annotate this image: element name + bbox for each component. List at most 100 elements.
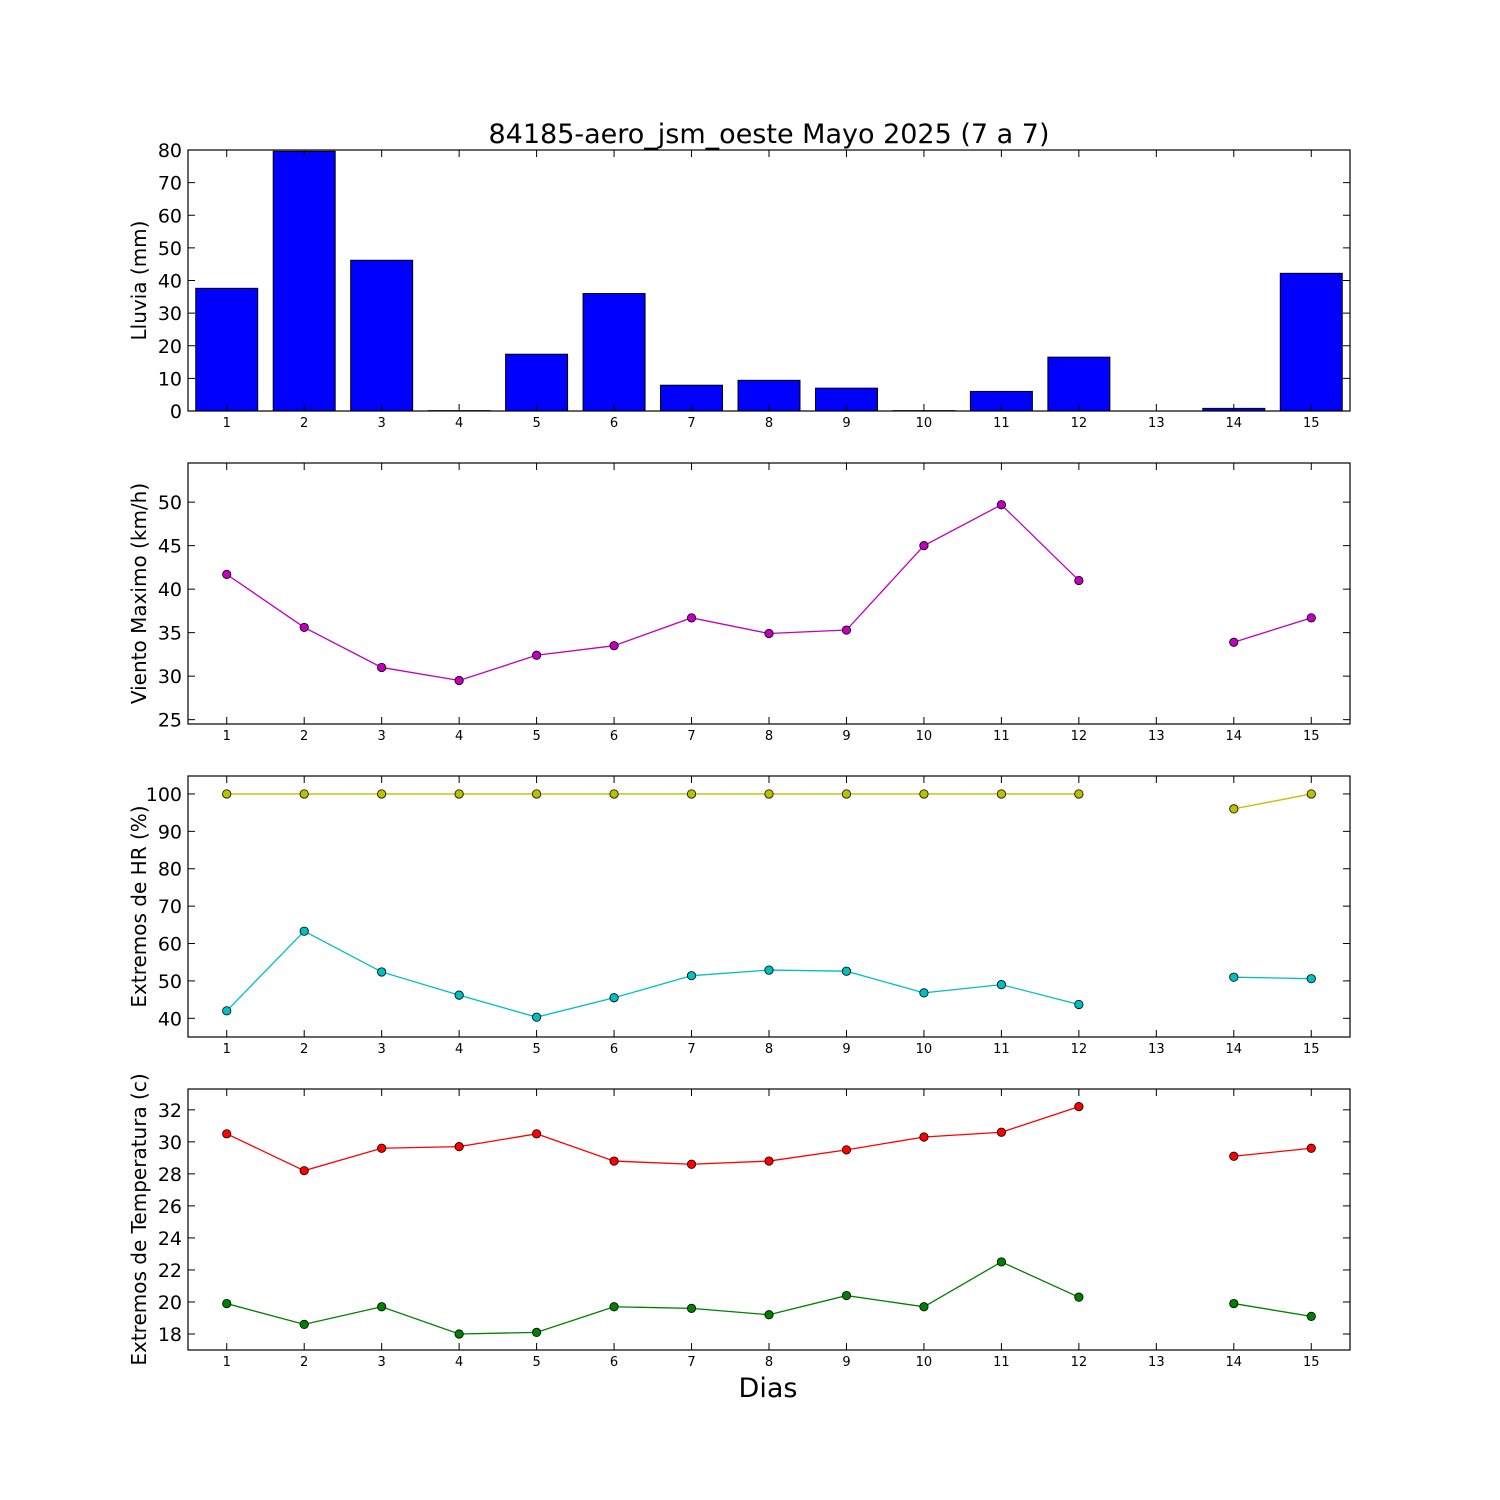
series-2-point-day-11 xyxy=(996,1257,1007,1267)
x-tick-label: 14 xyxy=(1226,729,1243,744)
x-tick-label: 10 xyxy=(916,729,933,744)
x-tick-label: 13 xyxy=(1148,729,1165,744)
x-tick-label: 12 xyxy=(1071,1042,1088,1057)
x-tick-label: 1 xyxy=(223,416,231,431)
series-1-point-day-10 xyxy=(919,789,929,799)
y-tick-label: 60 xyxy=(158,934,182,956)
x-tick-label: 11 xyxy=(993,416,1010,431)
series-1-point-day-15 xyxy=(1306,789,1316,799)
x-tick-label: 7 xyxy=(687,1042,695,1057)
series-1-point-day-5 xyxy=(531,1129,542,1139)
x-tick-label: 6 xyxy=(610,729,618,744)
x-tick-label: 9 xyxy=(842,1355,850,1370)
x-tick-label: 5 xyxy=(532,1355,540,1370)
series-2-point-day-15 xyxy=(1306,1311,1316,1321)
x-tick-label: 15 xyxy=(1303,729,1320,744)
x-tick-label: 3 xyxy=(378,416,386,431)
x-tick-label: 8 xyxy=(765,416,773,431)
y-tick-label: 60 xyxy=(158,205,182,227)
series-1-line-1 xyxy=(226,503,1080,682)
series-1-point-day-12 xyxy=(1074,789,1084,799)
series-1-point-day-5 xyxy=(531,650,542,660)
series-2-point-day-4 xyxy=(454,1329,464,1339)
series-1-point-day-11 xyxy=(996,1127,1007,1137)
series-1-point-day-6 xyxy=(609,1156,619,1166)
x-tick-label: 8 xyxy=(765,1355,773,1370)
series-2-point-day-6 xyxy=(609,993,619,1003)
series-1-point-day-14 xyxy=(1229,637,1239,647)
y-tick-label: 20 xyxy=(158,336,182,358)
series-1-point-day-14 xyxy=(1229,804,1239,814)
x-tick-label: 14 xyxy=(1226,1042,1243,1057)
x-tick-label: 13 xyxy=(1148,416,1165,431)
series-1-point-day-8 xyxy=(764,1156,774,1166)
x-tick-label: 9 xyxy=(842,1042,850,1057)
series-2-line-1 xyxy=(226,1261,1080,1335)
y-tick-label: 80 xyxy=(158,859,182,881)
y-axis-label: Lluvia (mm) xyxy=(127,221,151,341)
series-2-point-day-9 xyxy=(841,966,852,976)
series-1-point-day-7 xyxy=(686,789,697,799)
y-tick-label: 40 xyxy=(158,1008,182,1030)
series-1-point-day-4 xyxy=(454,675,464,686)
series-2-point-day-14 xyxy=(1229,1298,1239,1309)
series-2-point-day-5 xyxy=(531,1327,542,1337)
figure-title: 84185-aero_jsm_oeste Mayo 2025 (7 a 7) xyxy=(488,119,1049,150)
y-tick-label: 10 xyxy=(158,368,182,390)
series-2-point-day-9 xyxy=(841,1290,852,1301)
series-2-point-day-14 xyxy=(1229,972,1239,982)
y-tick-label: 30 xyxy=(158,666,182,688)
y-tick-label: 50 xyxy=(158,971,182,993)
y-tick-label: 45 xyxy=(158,536,182,558)
axes-frame xyxy=(187,462,1351,725)
x-tick-label: 5 xyxy=(532,729,540,744)
y-tick-label: 80 xyxy=(158,140,182,162)
series-1-point-day-5 xyxy=(531,789,542,799)
x-tick-label: 13 xyxy=(1148,1042,1165,1057)
x-tick-label: 10 xyxy=(916,1355,933,1370)
x-tick-label: 11 xyxy=(993,729,1010,744)
x-tick-label: 15 xyxy=(1303,1042,1320,1057)
x-tick-label: 4 xyxy=(455,1355,463,1370)
series-1-point-day-6 xyxy=(609,641,619,651)
series-1-point-day-2 xyxy=(299,622,309,633)
x-tick-label: 3 xyxy=(378,1042,386,1057)
x-tick-label: 15 xyxy=(1303,1355,1320,1370)
x-tick-label: 6 xyxy=(610,416,618,431)
series-2-line-2 xyxy=(1233,976,1312,980)
series-1-point-day-3 xyxy=(377,662,387,673)
bar-day-5 xyxy=(505,353,569,412)
series-1-point-day-4 xyxy=(454,1142,464,1152)
series-2-point-day-15 xyxy=(1306,974,1316,984)
axes-frame xyxy=(187,775,1351,1038)
series-1-point-day-11 xyxy=(996,500,1007,510)
x-tick-label: 2 xyxy=(300,1042,308,1057)
x-tick-label: 15 xyxy=(1303,416,1320,431)
x-tick-label: 1 xyxy=(223,1042,231,1057)
y-tick-label: 70 xyxy=(158,173,182,195)
series-2-point-day-1 xyxy=(222,1006,232,1016)
series-1-point-day-7 xyxy=(686,613,697,623)
x-tick-label: 6 xyxy=(610,1042,618,1057)
x-tick-label: 2 xyxy=(300,416,308,431)
x-tick-label: 14 xyxy=(1226,1355,1243,1370)
series-1-point-day-11 xyxy=(996,789,1007,799)
bar-day-6 xyxy=(582,293,646,412)
x-tick-label: 4 xyxy=(455,729,463,744)
x-tick-label: 9 xyxy=(842,416,850,431)
series-1-point-day-10 xyxy=(919,1132,929,1142)
bar-day-12 xyxy=(1047,356,1111,412)
x-tick-label: 1 xyxy=(223,1355,231,1370)
series-1-point-day-7 xyxy=(686,1159,697,1169)
series-2-point-day-6 xyxy=(609,1302,619,1312)
series-2-point-day-4 xyxy=(454,990,464,1000)
x-tick-label: 8 xyxy=(765,729,773,744)
series-2-line-1 xyxy=(226,930,1080,1018)
series-1-line-1 xyxy=(226,1105,1080,1172)
x-tick-label: 1 xyxy=(223,729,231,744)
series-1-point-day-3 xyxy=(377,789,387,799)
y-tick-label: 24 xyxy=(158,1228,182,1250)
